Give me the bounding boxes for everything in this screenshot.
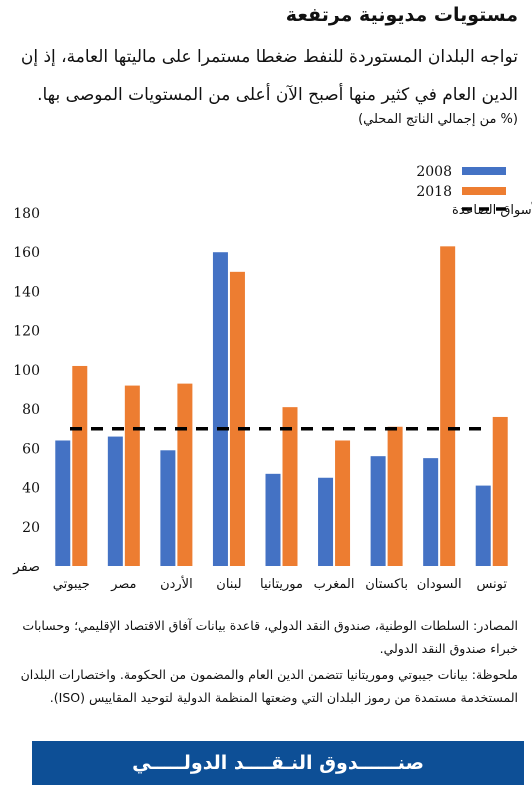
footer-label: صنــــــدوق النـقــــد الدولـــــي — [132, 752, 424, 774]
bar-2018 — [440, 246, 456, 566]
y-tick-label: 80 — [22, 402, 40, 418]
y-tick-label: 160 — [13, 245, 40, 261]
x-tick-label: الأردن — [160, 575, 193, 592]
methodology-note: ملحوظة: بيانات جيبوتي وموريتانيا تتضمن ا… — [20, 667, 518, 705]
bar-2018 — [335, 440, 351, 566]
imf-logo-bar: صنــــــدوق النـقــــد الدولـــــي — [32, 741, 524, 785]
bar-2018 — [72, 365, 88, 566]
bar-2008 — [423, 458, 439, 566]
y-tick-label: 140 — [13, 284, 40, 300]
y-tick-label: 180 — [13, 206, 40, 222]
y-tick-label: 40 — [22, 481, 40, 497]
x-tick-label: جيبوتي — [53, 577, 90, 592]
legend-label-2008: 2008 — [416, 164, 452, 180]
bar-2008 — [318, 477, 334, 566]
y-tick-label: 100 — [13, 363, 40, 379]
legend-swatch-2008 — [462, 167, 506, 175]
legend-swatch-2018 — [462, 187, 506, 195]
bar-2008 — [160, 450, 176, 566]
bar-2018 — [124, 385, 140, 566]
bar-2008 — [475, 485, 491, 566]
x-tick-label: تونس — [476, 577, 507, 592]
y-tick-label: 120 — [13, 324, 40, 340]
bar-2018 — [387, 426, 403, 566]
unit-label: (% من إجمالي الناتج المحلي) — [358, 112, 518, 127]
bar-chart: صفر 20 40 60 80 100 120 140 160 180 جيبوتي مصر الأرد… — [12, 164, 532, 592]
bar-2008 — [212, 252, 228, 566]
chart-subtitle: تواجه البلدان المستوردة للنفط ضغطا مستمر… — [20, 47, 518, 105]
bar-2018 — [492, 416, 508, 566]
bar-2018 — [177, 383, 193, 566]
bar-2008 — [370, 456, 386, 566]
chart-title: مستويات مديونية مرتفعة — [285, 4, 518, 26]
bar-2008 — [107, 436, 123, 566]
bar-2008 — [55, 440, 71, 566]
notes: المصادر: السلطات الوطنية، صندوق النقد ال… — [14, 614, 518, 712]
bar-2018 — [229, 271, 245, 566]
sources-note: المصادر: السلطات الوطنية، صندوق النقد ال… — [22, 618, 518, 656]
bar-2018 — [282, 407, 298, 566]
y-tick-label: صفر — [12, 559, 40, 575]
legend-label-benchmark: المستوى المعياري لاقتصادات الأسواق الصاع… — [452, 201, 532, 218]
y-tick-label: 20 — [22, 520, 40, 536]
x-tick-label: باكستان — [365, 577, 408, 592]
x-tick-label: مصر — [110, 577, 136, 592]
bar-2008 — [265, 473, 281, 566]
y-tick-label: 60 — [22, 441, 40, 457]
x-tick-label: السودان — [417, 577, 462, 592]
x-tick-label: موريتانيا — [260, 577, 303, 592]
legend-label-2018: 2018 — [416, 184, 452, 200]
x-tick-label: لبنان — [216, 577, 241, 592]
x-tick-label: المغرب — [314, 577, 355, 592]
